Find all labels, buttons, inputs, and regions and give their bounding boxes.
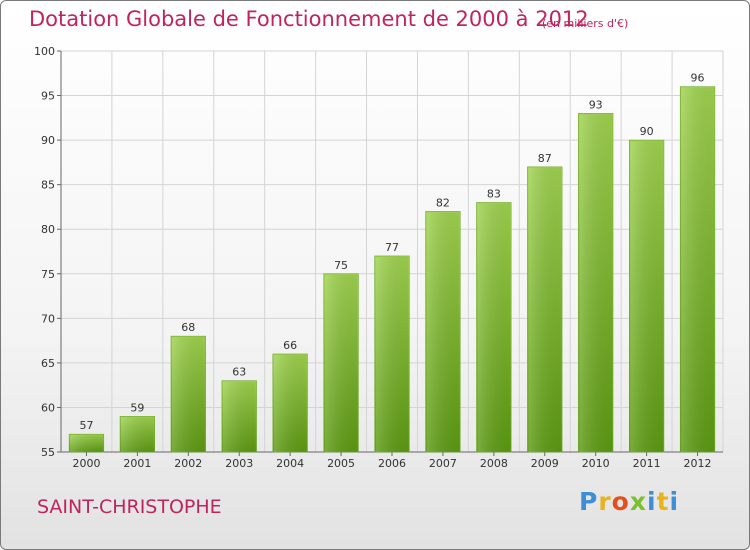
logo-letter: P — [579, 487, 599, 516]
value-label: 96 — [691, 72, 705, 85]
value-label: 66 — [283, 339, 297, 352]
bar-highlight — [273, 354, 307, 452]
x-tick-label: 2007 — [429, 457, 457, 470]
x-tick-label: 2010 — [582, 457, 610, 470]
commune-name: SAINT-CHRISTOPHE — [37, 496, 222, 518]
x-tick-label: 2002 — [174, 457, 202, 470]
x-tick-label: 2006 — [378, 457, 406, 470]
value-label: 75 — [334, 259, 348, 272]
logo-letter: o — [611, 487, 630, 516]
logo-letter: i — [669, 487, 680, 516]
chart-title: Dotation Globale de Fonctionnement de 20… — [29, 7, 589, 31]
x-tick-label: 2005 — [327, 457, 355, 470]
y-tick-label: 55 — [41, 446, 55, 459]
x-tick-label: 2001 — [123, 457, 151, 470]
bar-highlight — [681, 87, 714, 453]
x-tick-label: 2004 — [276, 457, 304, 470]
bar-highlight — [528, 167, 562, 452]
value-label: 63 — [232, 366, 246, 379]
chart-unit: (en milliers d'€) — [542, 17, 629, 30]
y-tick-label: 80 — [41, 223, 55, 236]
bar-highlight — [630, 141, 663, 452]
value-label: 59 — [130, 401, 144, 414]
value-label: 77 — [385, 241, 399, 254]
bar-highlight — [222, 381, 256, 452]
logo-letter: x — [629, 487, 647, 516]
bar-highlight — [426, 212, 460, 452]
bar-highlight — [324, 274, 358, 452]
y-tick-label: 100 — [34, 45, 55, 58]
y-tick-label: 85 — [41, 179, 55, 192]
logo-letter: i — [647, 487, 657, 516]
bar-highlight — [70, 435, 103, 452]
x-tick-label: 2008 — [480, 457, 508, 470]
value-label: 82 — [436, 196, 450, 209]
y-tick-label: 90 — [41, 134, 55, 147]
x-tick-label: 2000 — [72, 457, 100, 470]
logo-letter: t — [656, 487, 670, 516]
bar-highlight — [579, 114, 613, 452]
proxiti-logo[interactable]: Proxiti — [579, 487, 679, 516]
x-tick-label: 2011 — [633, 457, 661, 470]
x-tick-label: 2012 — [684, 457, 712, 470]
y-tick-label: 70 — [41, 312, 55, 325]
bar-highlight — [171, 337, 205, 452]
bar-highlight — [375, 256, 409, 452]
value-label: 93 — [589, 98, 603, 111]
value-label: 87 — [538, 152, 552, 165]
y-tick-label: 60 — [41, 401, 55, 414]
y-tick-label: 65 — [41, 357, 55, 370]
bar-highlight — [477, 203, 511, 452]
y-tick-label: 95 — [41, 90, 55, 103]
x-tick-label: 2003 — [225, 457, 253, 470]
bar-highlight — [121, 417, 154, 452]
value-label: 83 — [487, 187, 501, 200]
logo-letter: r — [598, 487, 612, 516]
value-label: 68 — [181, 321, 195, 334]
y-tick-label: 75 — [41, 268, 55, 281]
value-label: 90 — [640, 125, 654, 138]
x-tick-label: 2009 — [531, 457, 559, 470]
value-label: 57 — [79, 419, 93, 432]
